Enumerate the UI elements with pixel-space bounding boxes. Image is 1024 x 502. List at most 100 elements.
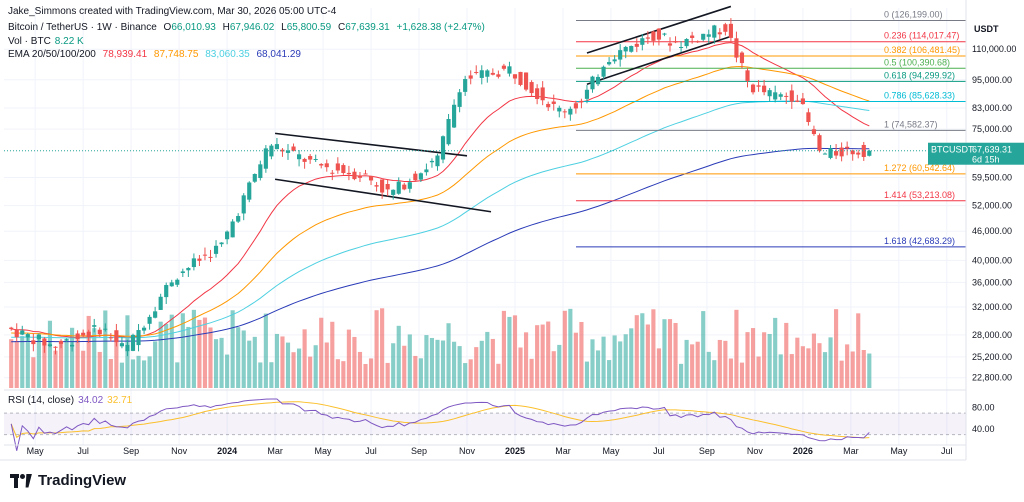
volume-bar [651, 309, 656, 388]
price-tick: 46,000.00 [972, 226, 1012, 236]
candle-body [141, 327, 147, 331]
volume-bar [800, 346, 805, 388]
volume-bar [64, 338, 69, 388]
candle-body [103, 328, 108, 330]
volume-bar [418, 358, 423, 388]
candle-body [136, 330, 141, 346]
rsi-band [4, 413, 966, 435]
candle-body [285, 150, 291, 153]
time-tick: 2025 [505, 446, 525, 456]
volume-bar [413, 355, 418, 388]
trendline [274, 178, 492, 213]
volume-bar [645, 324, 650, 388]
candle-body [623, 46, 628, 52]
price-tick: 59,500.00 [972, 172, 1012, 182]
volume-bar [595, 350, 601, 388]
volume-bar [86, 315, 91, 388]
volume-bar [496, 363, 501, 388]
candle-body [468, 75, 473, 79]
candle-body [607, 62, 612, 65]
volume-bar [795, 337, 800, 388]
ohlc-low: 65,800.59 [286, 22, 332, 33]
price-tick: 36,000.00 [972, 277, 1012, 287]
candle-body [778, 94, 783, 97]
candle-body [828, 148, 833, 158]
candle-body [701, 33, 706, 40]
price-tick: 28,000.00 [972, 330, 1012, 340]
time-tick: May [315, 446, 333, 456]
candle-body [662, 33, 667, 35]
volume-bar [656, 348, 662, 388]
ohlc-close-label: C [337, 22, 346, 33]
volume-bar [673, 322, 678, 388]
price-axis: USDT 110,000.00 95,000.00 83,000.00 75,000.0… [928, 0, 1024, 460]
candle-body [817, 135, 822, 151]
volume-bar [263, 313, 268, 388]
volume-bar [197, 319, 202, 388]
candle-body [723, 24, 728, 32]
candle-body [263, 148, 268, 169]
candle-body [767, 90, 772, 97]
volume-bar [529, 358, 534, 388]
candle-body [463, 79, 468, 92]
volume-bar [440, 340, 446, 388]
tradingview-logo[interactable]: TradingView [10, 472, 126, 489]
candle-body [230, 221, 235, 238]
candle-body [590, 76, 595, 90]
volume-bar [297, 348, 302, 388]
volume-bar [822, 352, 828, 388]
time-tick: Nov [171, 446, 188, 456]
volume-bar [319, 317, 324, 388]
volume-bar [75, 339, 80, 388]
candle-body [335, 163, 340, 171]
volume-bar [717, 339, 722, 388]
candle-body [119, 343, 124, 347]
candle-body [490, 72, 495, 75]
candle-body [551, 101, 556, 104]
candle-body [97, 329, 102, 335]
volume-bar [861, 350, 866, 388]
volume-bar [81, 350, 86, 388]
candle-body [562, 111, 567, 113]
volume-bar [269, 362, 274, 388]
volume-bar [501, 310, 506, 388]
volume-bar [850, 351, 855, 388]
volume-bar [352, 336, 357, 388]
time-tick: May [890, 446, 908, 456]
volume-bar [834, 309, 839, 388]
time-tick: Mar [843, 446, 859, 456]
fib-label-0: 0 (126,199.00) [884, 10, 943, 20]
volume-bar [247, 340, 252, 388]
candle-body [573, 103, 578, 109]
volume-bar [750, 328, 756, 388]
volume-bar [845, 344, 850, 388]
ohlc-high-label: H [222, 22, 230, 33]
volume-bar [463, 363, 468, 388]
volume-bar [667, 319, 673, 388]
volume-bar [9, 339, 14, 388]
volume-bar [141, 360, 147, 388]
ohlc-low-label: L [281, 22, 287, 33]
rsi-line [10, 398, 870, 451]
volume-bar [429, 337, 435, 388]
candle-body [186, 267, 191, 271]
volume-bar [114, 337, 119, 388]
volume-bar [136, 355, 141, 388]
volume-bar [252, 336, 257, 388]
volume-bar [507, 316, 512, 388]
candle-body [507, 66, 512, 74]
fibonacci-levels: 0 (126,199.00) 0.236 (114,017.47) 0.382 (1… [576, 10, 966, 248]
candle-body [667, 43, 673, 46]
current-price-badge [928, 142, 1024, 165]
candle-body [130, 334, 136, 351]
time-axis: May Jul Sep Nov 2024 Mar May Jul Sep Nov 2025 Mar Ma… [0, 446, 966, 461]
volume-bar [402, 345, 407, 388]
fib-label-1.618: 1.618 (42,683.29) [884, 236, 955, 246]
ohlc-high: 67,946.02 [229, 22, 275, 33]
candle-body [92, 325, 97, 327]
volume-bar [25, 336, 30, 388]
volume-bar [756, 356, 761, 388]
volume-bar [634, 315, 639, 388]
candle-body [739, 52, 745, 64]
